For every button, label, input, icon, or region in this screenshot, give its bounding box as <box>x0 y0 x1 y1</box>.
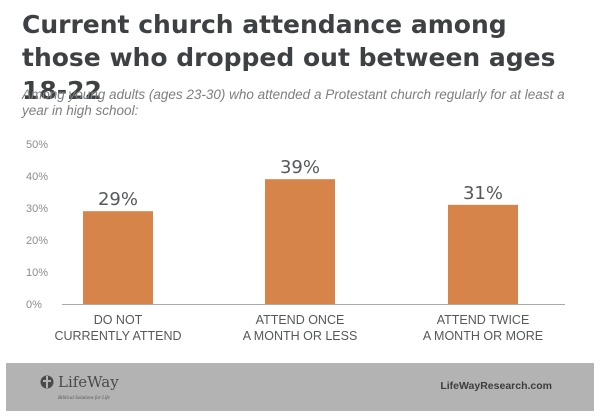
y-axis: 0% 10% 20% 30% 40% 50% <box>26 139 48 311</box>
x-tick-label: A MONTH OR MORE <box>423 329 543 343</box>
bar-chart: 0% 10% 20% 30% 40% 50% 29% 39% 31% DO NOT CURREN… <box>26 139 565 343</box>
y-tick-label: 40% <box>26 171 48 183</box>
y-tick-label: 10% <box>26 267 48 279</box>
bar <box>265 179 335 304</box>
y-tick-label: 20% <box>26 235 48 247</box>
y-tick-label: 50% <box>26 139 48 151</box>
data-label: 29% <box>98 189 138 210</box>
data-label: 39% <box>280 157 320 178</box>
chart-title: Current church attendance among those wh… <box>22 10 556 105</box>
x-tick-label: ATTEND TWICE <box>437 313 530 327</box>
x-tick-label: ATTEND ONCE <box>256 313 345 327</box>
data-label: 31% <box>463 183 503 204</box>
x-tick-label: CURRENTLY ATTEND <box>54 329 181 343</box>
bar <box>83 211 153 304</box>
x-tick-label: DO NOT <box>94 313 143 327</box>
bars: 29% 39% 31% <box>83 157 518 304</box>
y-tick-label: 0% <box>26 299 42 311</box>
lifeway-tagline: Biblical Solutions for Life <box>58 396 110 401</box>
lifeway-logo: LifeWay Biblical Solutions for Life <box>40 372 119 402</box>
lifeway-brand-text: LifeWay <box>58 373 119 391</box>
website-link[interactable]: LifeWayResearch.com <box>440 380 552 392</box>
y-tick-label: 30% <box>26 203 48 215</box>
lifeway-logo-icon <box>40 375 54 389</box>
footer-bar: LifeWay Biblical Solutions for Life Life… <box>6 363 594 411</box>
chart-subtitle: Among young adults (ages 23-30) who atte… <box>22 87 565 118</box>
bar <box>448 204 518 304</box>
x-axis: DO NOT CURRENTLY ATTEND ATTEND ONCE A MONTH… <box>54 304 565 343</box>
x-tick-label: A MONTH OR LESS <box>243 329 358 343</box>
